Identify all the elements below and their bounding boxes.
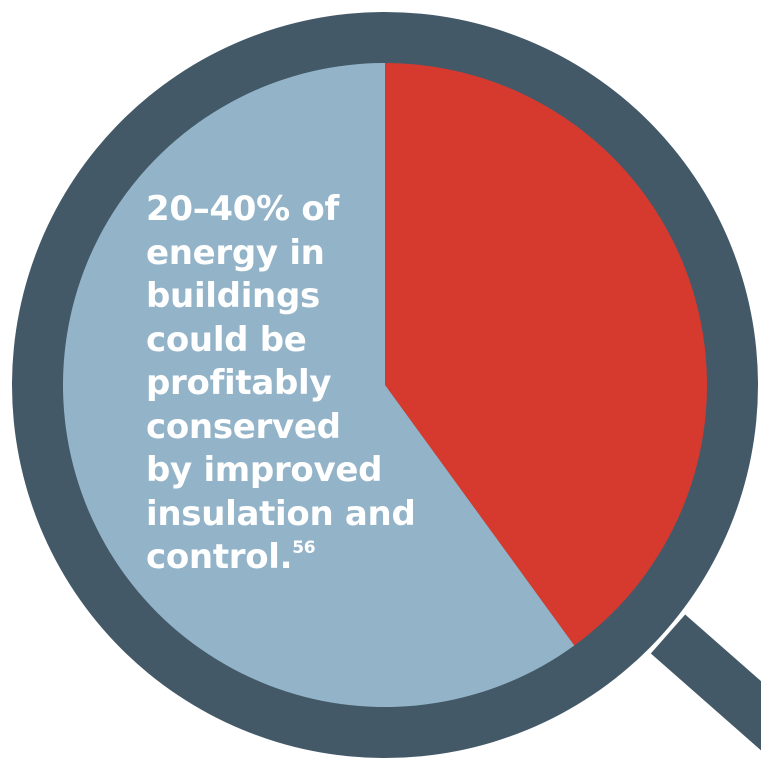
pie-slice-remaining (62, 63, 575, 707)
pie-slices (62, 63, 707, 707)
footnote-marker: 56 (292, 538, 316, 558)
caption-line: by improved (146, 450, 383, 490)
conservation-statement: 20–40% of energy in buildings could be p… (146, 188, 446, 580)
magnifier-handle (650, 614, 761, 751)
caption-line: buildings (146, 276, 320, 316)
caption-line: energy in (146, 232, 325, 273)
caption-line: control. (146, 537, 293, 577)
caption-line: 20–40% of (146, 189, 339, 229)
pie-slice-conservable (385, 63, 707, 646)
caption-line: insulation and (146, 493, 416, 534)
caption-line: profitably (146, 363, 332, 403)
caption-line: could be (146, 319, 307, 360)
caption-line-last: control.56 (146, 536, 446, 580)
caption-line: conserved (146, 406, 341, 447)
